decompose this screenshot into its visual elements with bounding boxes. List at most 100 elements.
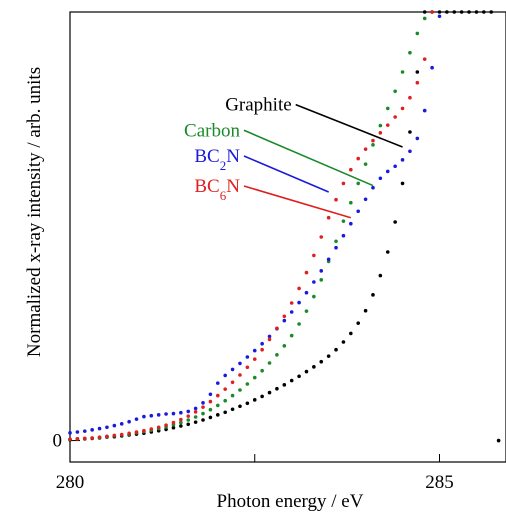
data-point: [75, 430, 80, 434]
data-point: [164, 427, 168, 432]
leader-line: [295, 103, 403, 148]
data-point: [319, 235, 324, 239]
data-point: [356, 209, 361, 214]
data-point: [371, 293, 375, 297]
data-point: [385, 250, 390, 254]
data-point: [378, 123, 383, 128]
data-point: [238, 373, 242, 377]
data-point: [297, 374, 301, 379]
data-point: [363, 308, 368, 313]
series-label: BC6N: [194, 176, 240, 203]
data-point: [400, 70, 405, 74]
data-point: [260, 368, 264, 373]
data-point: [393, 115, 397, 119]
data-point: [223, 410, 227, 415]
data-point: [415, 136, 420, 141]
data-point: [186, 422, 191, 427]
data-point: [326, 215, 331, 220]
series-label: BC2N: [194, 146, 240, 173]
data-point: [385, 123, 390, 127]
data-point: [408, 95, 412, 100]
data-point: [400, 181, 405, 186]
data-point: [341, 340, 346, 344]
data-point: [489, 10, 494, 14]
data-point: [75, 437, 80, 441]
data-point: [289, 301, 294, 305]
data-point: [245, 365, 250, 370]
data-point: [179, 417, 183, 422]
data-point: [201, 401, 205, 405]
data-point: [238, 388, 242, 392]
data-point: [201, 405, 205, 409]
data-point: [97, 426, 102, 431]
data-point: [282, 344, 287, 348]
data-point: [142, 414, 146, 419]
data-point: [245, 401, 250, 406]
data-point: [415, 70, 420, 74]
data-point: [186, 414, 191, 418]
data-point: [252, 348, 257, 353]
data-point: [385, 106, 390, 111]
series-bc2n: [68, 14, 442, 435]
data-point: [68, 431, 72, 435]
data-point: [275, 326, 279, 331]
data-point: [430, 65, 434, 70]
data-point: [400, 106, 405, 111]
data-point: [363, 147, 368, 151]
data-point: [215, 381, 220, 385]
data-point: [408, 50, 412, 55]
data-point: [119, 432, 124, 437]
data-points: [68, 10, 501, 443]
data-point: [208, 399, 213, 404]
axes-text: Photon energy / eV Normalized x-ray inte…: [24, 67, 364, 512]
data-point: [171, 420, 176, 425]
data-point: [119, 422, 124, 426]
data-point: [245, 355, 250, 359]
data-point: [319, 278, 324, 282]
data-point: [223, 373, 227, 378]
data-point: [319, 269, 324, 273]
data-point: [297, 322, 301, 326]
data-point: [275, 353, 279, 357]
data-point: [149, 413, 154, 418]
plot-frame: 280 285 0: [53, 11, 506, 493]
leader-line: [243, 155, 329, 193]
data-point: [452, 10, 457, 14]
data-point: [223, 387, 227, 391]
data-point: [245, 382, 250, 386]
data-point: [349, 200, 353, 205]
data-point: [156, 413, 161, 417]
data-point: [422, 108, 427, 113]
data-point: [267, 337, 272, 342]
data-point: [393, 89, 397, 94]
data-point: [334, 239, 338, 244]
data-point: [289, 378, 294, 383]
data-point: [341, 219, 346, 223]
data-point: [230, 407, 235, 412]
data-point: [408, 130, 412, 134]
data-point: [238, 404, 242, 409]
data-point: [363, 162, 368, 166]
series-label: Carbon: [184, 120, 240, 141]
data-point: [363, 197, 368, 202]
data-point: [349, 331, 353, 336]
data-point: [422, 16, 427, 21]
data-point: [223, 398, 227, 403]
data-point: [82, 429, 87, 433]
x-tick-label: 280: [56, 472, 85, 493]
leader-line: [243, 185, 352, 219]
data-point: [105, 425, 109, 430]
data-point: [430, 10, 434, 14]
data-point: [193, 420, 198, 424]
data-point: [334, 245, 338, 250]
data-point: [134, 430, 139, 434]
data-point: [415, 80, 420, 85]
data-point: [97, 435, 102, 439]
data-point: [68, 437, 72, 442]
data-point: [193, 410, 198, 414]
data-point: [267, 334, 272, 339]
data-point: [164, 412, 168, 416]
data-point: [467, 10, 471, 14]
data-point: [282, 318, 287, 323]
